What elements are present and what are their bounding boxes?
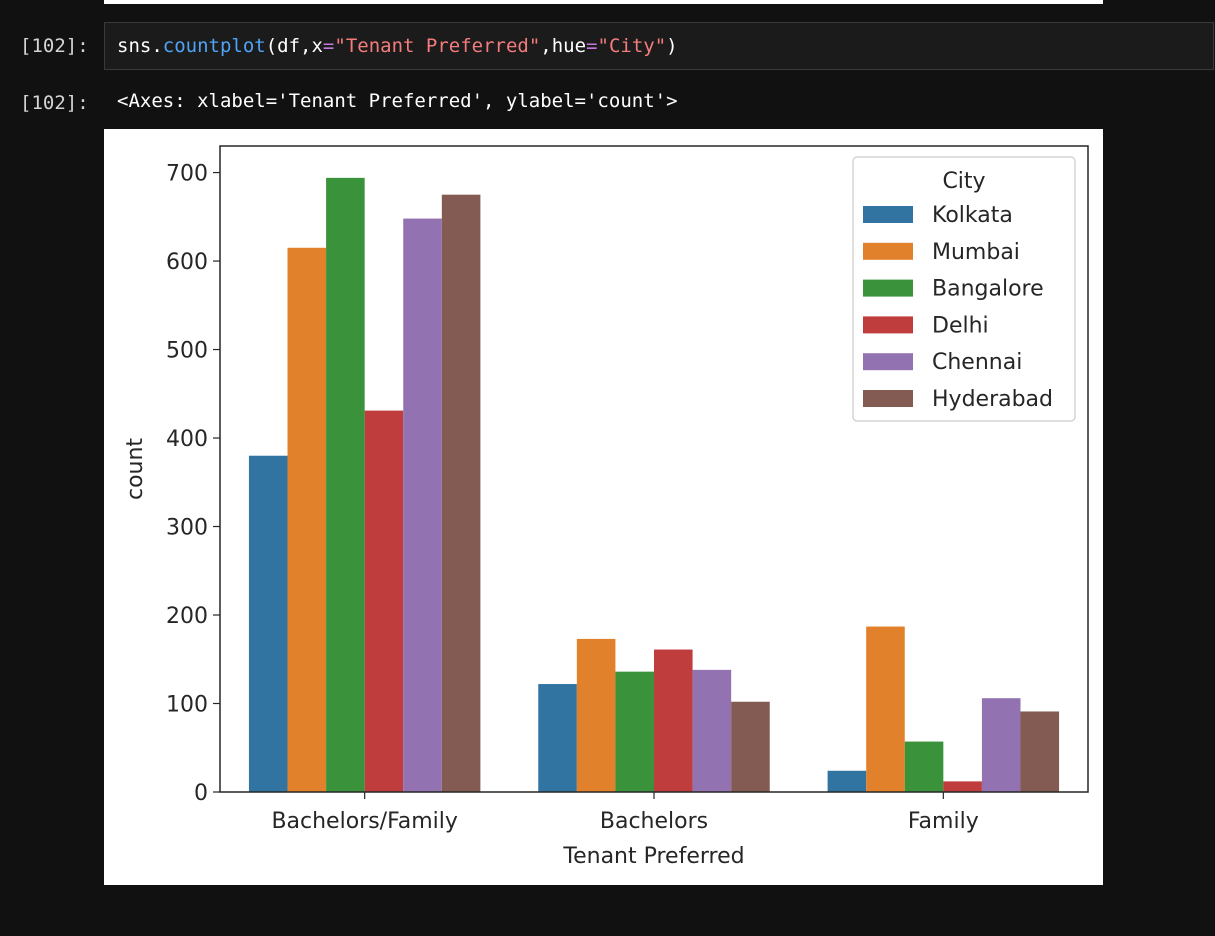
legend-swatch-delhi	[863, 316, 913, 334]
legend-swatch-bangalore	[863, 279, 913, 297]
code-token-string: "City"	[597, 35, 667, 57]
bar-kolkata-0	[248, 455, 288, 792]
plot-output: 0 100 200 300 400 500 600 700 Bachelors/Family Ba…	[104, 129, 1103, 885]
previous-output-strip	[104, 0, 1103, 4]
bar-bangalore-2	[904, 741, 944, 792]
code-token-operator: =	[586, 35, 598, 57]
bar-mumbai-0	[287, 247, 327, 793]
bar-chennai-0	[403, 218, 442, 792]
y-tick-label: 700	[166, 162, 208, 187]
input-prompt: [102]:	[20, 35, 89, 57]
output-prompt: [102]:	[20, 92, 89, 114]
legend-label-mumbai: Mumbai	[932, 240, 1020, 265]
bar-mumbai-1	[576, 638, 616, 792]
code-cell[interactable]: sns. countplot (df,x = "Tenant Preferred" ,hu…	[104, 22, 1214, 70]
legend-title: City	[942, 169, 985, 194]
bar-chennai-1	[692, 669, 732, 792]
legend-label-chennai: Chennai	[932, 350, 1022, 375]
x-axis-label: Tenant Preferred	[562, 844, 744, 869]
code-token-operator: =	[322, 35, 335, 57]
legend-label-delhi: Delhi	[932, 313, 989, 338]
y-tick-label: 400	[166, 427, 208, 452]
bar-bangalore-0	[326, 177, 365, 792]
code-token: ,hue	[540, 35, 587, 57]
bar-kolkata-2	[827, 770, 867, 792]
bar-bangalore-1	[615, 671, 654, 792]
bar-mumbai-2	[866, 626, 905, 792]
code-token: sns.	[117, 35, 163, 57]
y-tick-label: 0	[194, 781, 208, 806]
bar-delhi-2	[943, 781, 982, 792]
code-token: )	[666, 35, 678, 57]
y-axis-label: count	[123, 438, 148, 500]
x-tick-label: Bachelors	[600, 809, 708, 834]
output-text: <Axes: xlabel='Tenant Preferred', ylabel…	[117, 90, 678, 112]
bar-hyderabad-1	[731, 701, 770, 792]
legend-label-kolkata: Kolkata	[932, 203, 1013, 228]
bar-chennai-2	[981, 698, 1021, 792]
bar-hyderabad-2	[1020, 711, 1060, 792]
code-token-function: countplot	[162, 35, 266, 57]
bar-kolkata-1	[538, 684, 577, 792]
y-tick-label: 100	[166, 693, 208, 718]
x-tick-label: Family	[908, 809, 979, 834]
y-tick-label: 300	[166, 516, 208, 541]
legend-swatch-chennai	[863, 353, 913, 371]
y-tick-label: 500	[166, 339, 208, 364]
legend-label-bangalore: Bangalore	[932, 277, 1044, 302]
legend-swatch-kolkata	[863, 206, 913, 223]
legend-label-hyderabad: Hyderabad	[932, 387, 1053, 412]
legend-swatch-mumbai	[863, 242, 913, 260]
y-tick-label: 200	[166, 604, 208, 629]
bar-delhi-1	[654, 649, 693, 792]
y-tick-label: 600	[166, 250, 208, 275]
bar-hyderabad-0	[441, 194, 481, 792]
code-token-string: "Tenant Preferred"	[334, 35, 541, 57]
x-tick-label: Bachelors/Family	[271, 809, 457, 834]
bar-delhi-0	[364, 410, 404, 792]
code-token: (df,x	[265, 35, 323, 57]
countplot-chart: 0 100 200 300 400 500 600 700 Bachelors/Family Ba…	[123, 145, 1089, 869]
legend-swatch-hyderabad	[863, 390, 913, 407]
